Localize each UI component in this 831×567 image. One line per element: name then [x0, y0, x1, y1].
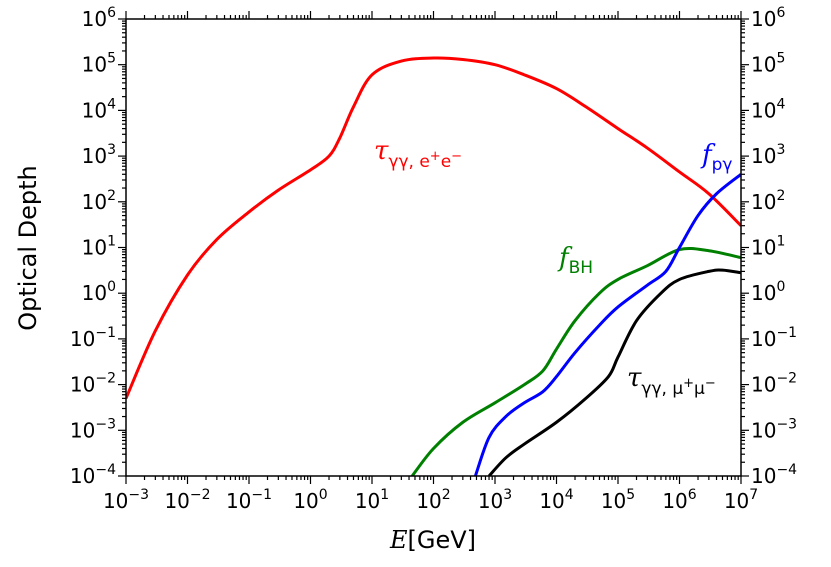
y-tick-label-right: 102	[751, 188, 785, 214]
x-tick-label: 102	[416, 487, 450, 513]
y-tick-label: 103	[82, 142, 116, 168]
y-tick-label: 10−3	[70, 416, 116, 442]
series-line-tau_mumu	[487, 268, 741, 476]
y-tick-label: 100	[82, 279, 116, 305]
x-tick-label: 107	[724, 487, 758, 513]
x-tick-label: 101	[355, 487, 389, 513]
y-tick-label: 10−1	[70, 325, 116, 351]
y-axis-title: Optical Depth	[14, 165, 42, 331]
y-tick-label-right: 104	[751, 96, 785, 122]
y-tick-label: 10−2	[70, 371, 116, 397]
x-axis-title: E[GeV]	[389, 526, 476, 554]
y-tick-label-right: 10−1	[751, 325, 797, 351]
series-line-f_pg	[473, 173, 741, 476]
x-tick-label: 103	[478, 487, 512, 513]
x-tick-label: 105	[601, 487, 635, 513]
y-tick-label-right: 106	[751, 5, 785, 31]
y-tick-label: 105	[82, 51, 116, 77]
y-tick-label: 104	[82, 96, 116, 122]
x-tick-label: 10−1	[226, 487, 272, 513]
y-tick-label-right: 10−3	[751, 416, 797, 442]
y-tick-label-right: 101	[751, 234, 785, 260]
series-label-f-pg: fpγ	[700, 140, 732, 175]
x-tick-label: 10−3	[103, 487, 149, 513]
y-tick-label: 101	[82, 234, 116, 260]
y-tick-label-right: 105	[751, 51, 785, 77]
y-tick-label-right: 10−2	[751, 371, 797, 397]
x-tick-label: 106	[662, 487, 696, 513]
y-tick-label: 10−4	[70, 462, 116, 488]
series-line-tau_ee	[126, 56, 741, 399]
plot-frame	[125, 18, 742, 477]
y-tick-label: 106	[82, 5, 116, 31]
x-tick-label: 100	[293, 487, 327, 513]
x-tick-label: 10−2	[164, 487, 210, 513]
y-tick-label: 102	[82, 188, 116, 214]
series-label-f-bh: fBH	[557, 243, 593, 278]
x-tick-label: 104	[539, 487, 573, 513]
series-label-tau-ee: τγγ, e+e−	[374, 136, 462, 172]
y-tick-label-right: 100	[751, 279, 785, 305]
y-tick-label-right: 103	[751, 142, 785, 168]
y-tick-label-right: 10−4	[751, 462, 797, 488]
series-line-f_BH	[410, 247, 741, 476]
series-label-tau-mumu: τγγ, μ+μ−	[627, 363, 716, 399]
